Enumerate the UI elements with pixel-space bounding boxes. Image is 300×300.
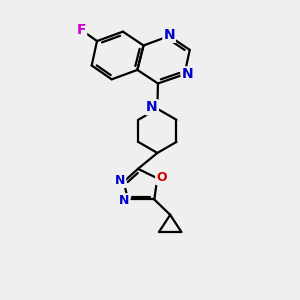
Text: O: O <box>156 171 167 184</box>
Text: F: F <box>76 23 86 37</box>
Text: N: N <box>115 174 125 187</box>
Text: N: N <box>163 28 175 42</box>
Text: N: N <box>119 194 130 207</box>
Text: N: N <box>182 67 193 81</box>
Text: N: N <box>146 100 158 114</box>
